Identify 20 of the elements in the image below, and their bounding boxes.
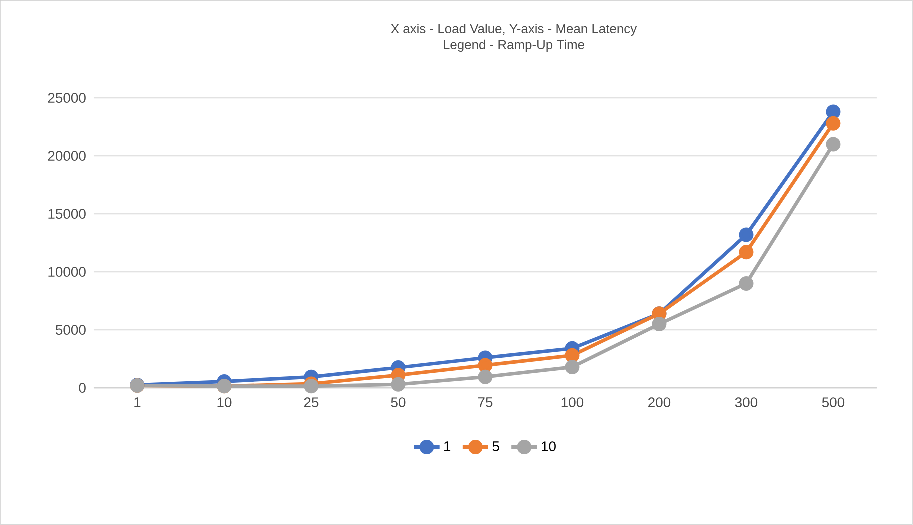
y-tick-label: 5000 xyxy=(56,325,86,336)
x-tick-label: 1 xyxy=(134,398,141,408)
legend-label: 1 xyxy=(444,442,451,452)
x-tick-label: 200 xyxy=(648,398,671,408)
x-tick-label: 50 xyxy=(391,398,406,408)
legend-label: 5 xyxy=(492,442,500,452)
x-tick-label: 25 xyxy=(304,398,319,408)
x-tick-label: 100 xyxy=(562,398,584,408)
y-tick-label: 20000 xyxy=(48,151,86,162)
x-tick-label: 10 xyxy=(218,398,232,408)
legend-label: 10 xyxy=(542,442,556,452)
y-tick-label: 0 xyxy=(79,383,86,394)
x-tick-label: 500 xyxy=(822,398,845,408)
x-tick-label: 300 xyxy=(735,398,758,408)
chart-title: X axis - Load Value, Y-axis - Mean Latency xyxy=(391,24,638,36)
y-tick-label: 10000 xyxy=(48,267,86,278)
y-tick-label: 25000 xyxy=(48,93,86,104)
x-tick-label: 75 xyxy=(478,398,493,408)
chart-subtitle: Legend - Ramp-Up Time xyxy=(444,40,584,52)
y-tick-label: 15000 xyxy=(48,209,86,220)
